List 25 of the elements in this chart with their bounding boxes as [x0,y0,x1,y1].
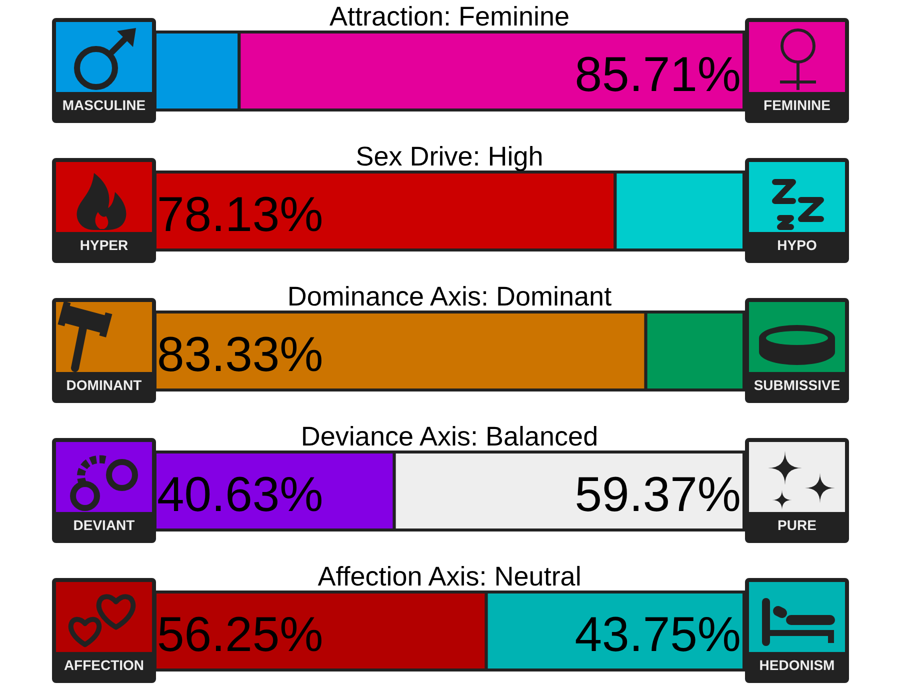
legend-label: HYPER [78,236,130,255]
badge: MASCULINE [52,18,156,123]
legend-label: FEMININE [762,96,832,115]
chart-title: Affection Axis: Neutral [318,562,582,592]
data-label: 40.63% [157,468,324,522]
data-label: 56.25% [157,608,324,662]
legend-label: HYPO [776,236,818,255]
legend-label: PURE [776,516,818,535]
data-label: 78.13% [157,188,324,242]
data-label: 59.37% [574,468,741,522]
data-label: 43.75% [574,608,741,662]
badge: DOMINANT [52,298,156,403]
legend-label: AFFECTION [62,656,146,675]
series-label: DOMINANT [65,376,143,395]
chart-title: Dominance Axis: Dominant [287,282,612,312]
chart-title: Deviance Axis: Balanced [300,422,598,452]
chart-title: Attraction: Feminine [329,2,570,32]
data-label: 85.71% [574,48,741,102]
legend-label: DEVIANT [72,516,136,535]
series-label: SUBMISSIVE [752,376,842,395]
series-label: MASCULINE [61,96,147,115]
legend-label: HEDONISM [758,656,836,675]
badge: SUBMISSIVE [745,298,849,403]
data-label: 83.33% [157,328,324,382]
chart-title: Sex Drive: High [356,142,544,172]
